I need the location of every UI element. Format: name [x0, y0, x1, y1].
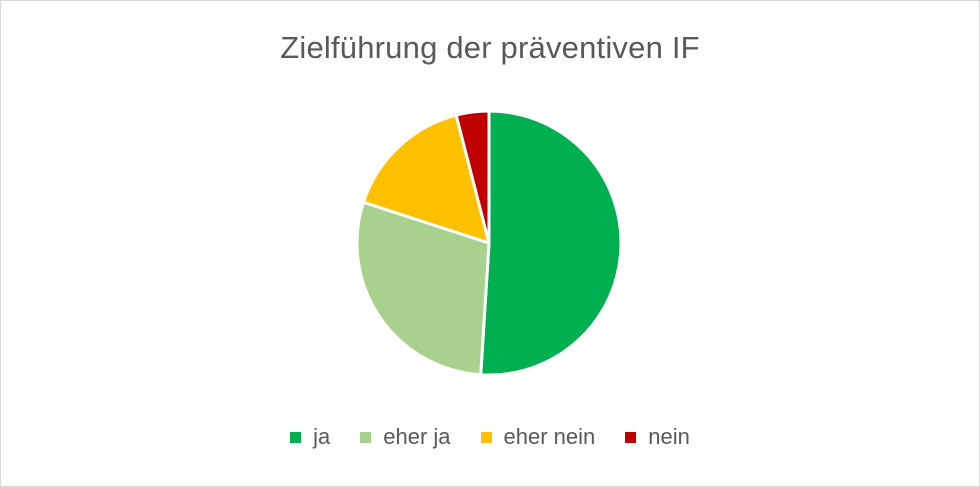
legend: ja eher ja eher nein nein [0, 424, 980, 450]
pie-slice-eher-ja [355, 200, 491, 377]
legend-item-ja: ja [290, 424, 330, 450]
chart-title: Zielführung der präventiven IF [280, 30, 700, 65]
pie-slice-eher-nein [361, 113, 491, 245]
legend-item-eher-ja: eher ja [360, 424, 451, 450]
pie-slice-ja [479, 109, 623, 377]
legend-swatch-ja [290, 431, 302, 443]
legend-swatch-nein [625, 431, 637, 443]
legend-label-nein: nein [648, 424, 690, 449]
legend-item-nein: nein [625, 424, 690, 450]
legend-swatch-eher-ja [360, 431, 372, 443]
legend-label-ja: ja [313, 424, 331, 449]
legend-swatch-eher-nein [480, 431, 492, 443]
legend-label-eher-ja: eher ja [383, 424, 451, 449]
legend-item-eher-nein: eher nein [480, 424, 596, 450]
pie-slice-nein [454, 109, 491, 245]
legend-label-eher-nein: eher nein [503, 424, 596, 449]
